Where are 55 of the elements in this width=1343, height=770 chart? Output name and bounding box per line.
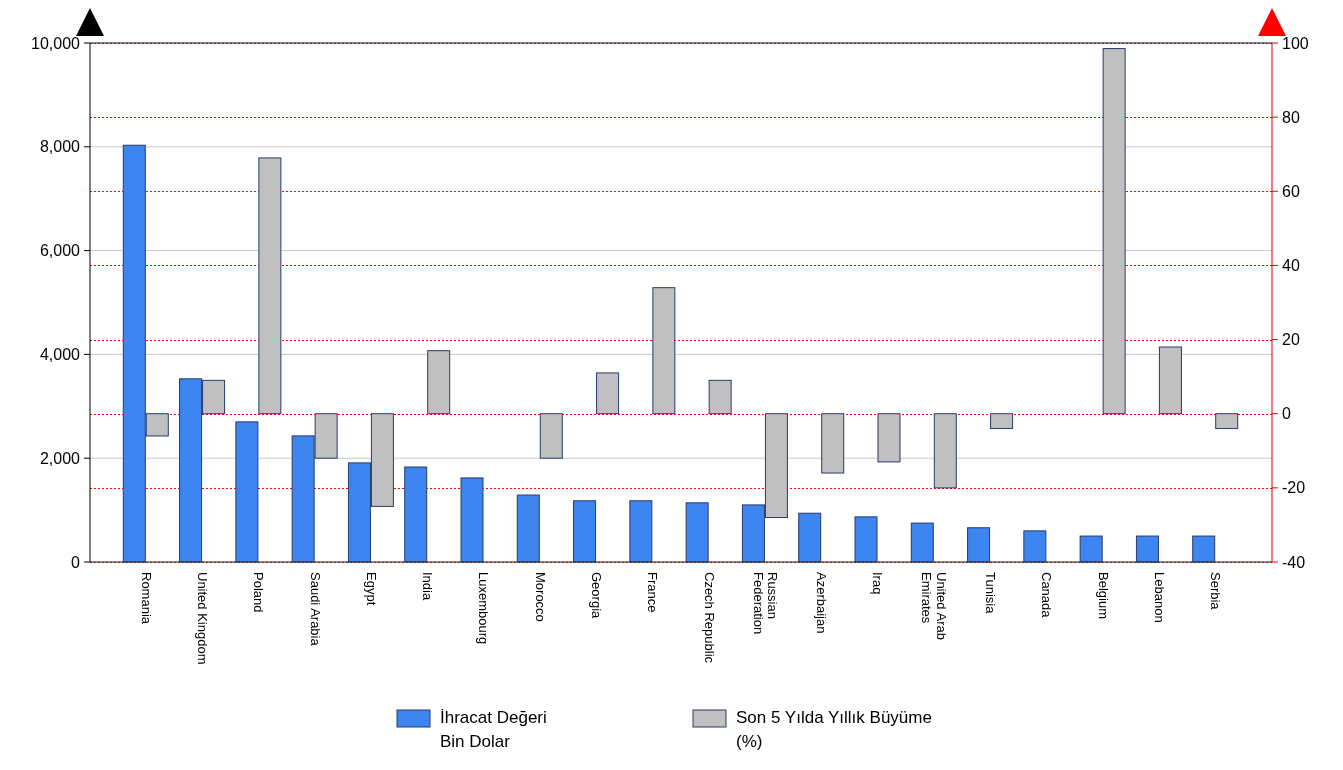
x-tick-label: Lebanon: [1151, 572, 1167, 623]
x-tick-label: India: [420, 572, 436, 601]
x-tick-label: Luxembourg: [476, 572, 492, 645]
y2-tick-label: 0: [1282, 405, 1291, 423]
x-tick-label: United Arab Emirates: [919, 572, 949, 640]
x-tick-label: France: [645, 572, 661, 613]
legend-label: Son 5 Yılda Yıllık Büyüme (%): [736, 708, 932, 751]
x-tick-label: Czech Republic: [701, 572, 717, 664]
y2-tick-label: 20: [1282, 331, 1300, 349]
x-tick-label: Georgia: [589, 572, 605, 620]
y-tick-label: 6,000: [39, 242, 81, 260]
bar: [990, 413, 1014, 430]
y2-tick-label: -20: [1282, 479, 1306, 497]
x-tick-label: Romania: [138, 572, 154, 625]
bar: [708, 379, 732, 415]
bar: [596, 372, 620, 415]
y-tick-label: 10,000: [31, 34, 81, 52]
y-tick-label: 2,000: [39, 449, 81, 467]
bar: [460, 477, 484, 563]
legend-label: İhracat Değeri Bin Dolar: [440, 708, 547, 751]
bar: [798, 512, 822, 563]
bar: [854, 516, 878, 563]
x-tick-label: Poland: [251, 572, 267, 613]
x-tick-label: Egypt: [363, 572, 379, 606]
y-tick-label: 8,000: [39, 138, 81, 156]
bar: [629, 500, 653, 563]
bar: [1192, 535, 1216, 563]
bar: [404, 466, 428, 563]
x-tick-label: Morocco: [532, 572, 548, 622]
y2-tick-label: 40: [1282, 257, 1300, 275]
y2-tick-label: -40: [1282, 553, 1306, 571]
x-tick-label: Serbia: [1208, 572, 1224, 611]
y2-tick-label: 100: [1282, 34, 1309, 52]
bar: [1023, 530, 1047, 563]
x-tick-label: Iraq: [870, 572, 886, 595]
bar: [235, 421, 259, 563]
x-tick-label: Belgium: [1095, 572, 1111, 619]
bar: [967, 527, 991, 563]
bar: [1135, 535, 1159, 563]
y2-tick-label: 60: [1282, 182, 1300, 200]
bar: [1215, 413, 1239, 430]
y-tick-label: 4,000: [39, 346, 81, 363]
x-tick-label: Azerbaijan: [814, 572, 830, 634]
bar: [573, 500, 597, 563]
bar: [685, 502, 709, 563]
x-tick-label: Russian Federation: [750, 572, 780, 635]
x-tick-label: United Kingdom: [195, 572, 211, 665]
x-tick-label: Canada: [1039, 572, 1055, 619]
bar: [910, 522, 934, 563]
y-tick-label: 0: [71, 553, 81, 571]
x-tick-label: Saudi Arabia: [307, 572, 323, 647]
bar: [1079, 535, 1103, 563]
bar: [516, 494, 540, 563]
x-tick-label: Tunisia: [983, 572, 999, 615]
y2-tick-label: 80: [1282, 108, 1300, 126]
